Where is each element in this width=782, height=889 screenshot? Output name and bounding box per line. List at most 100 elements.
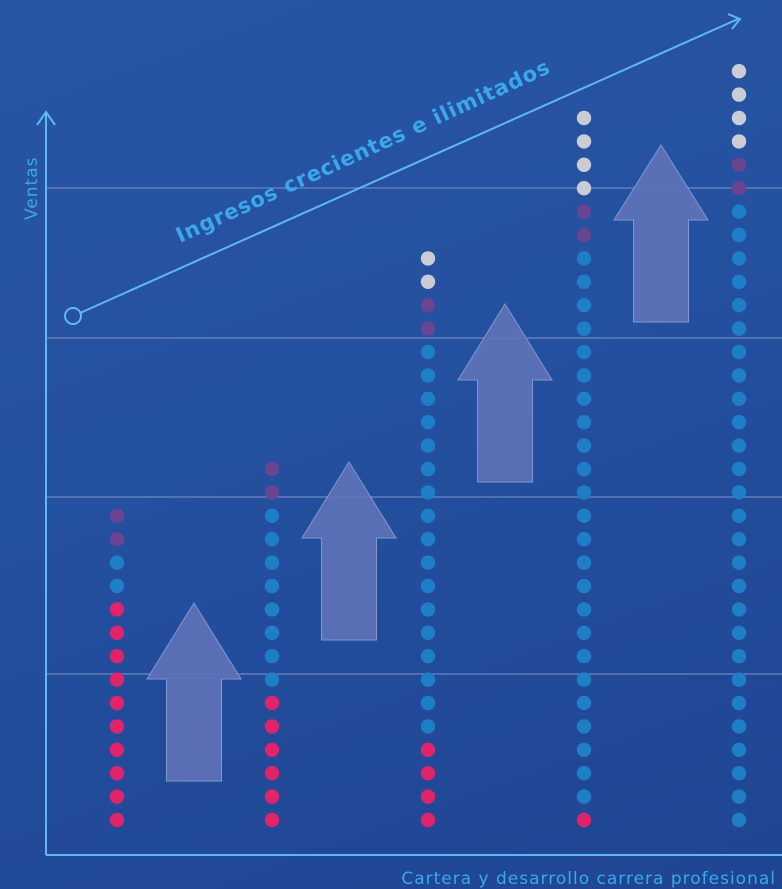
dot-pink <box>420 789 436 804</box>
dot-blue <box>731 555 747 570</box>
dot-blue <box>420 719 436 734</box>
dot-blue <box>576 555 592 570</box>
trend-line <box>79 18 739 314</box>
dot-blue <box>420 532 436 547</box>
dot-pink <box>109 766 125 781</box>
dot-blue <box>576 649 592 664</box>
dot-pink <box>109 649 125 664</box>
dot-blue <box>576 766 592 781</box>
dot-blue <box>420 344 436 360</box>
dot-blue <box>731 719 747 734</box>
dot-blue <box>420 555 436 570</box>
dot-purple <box>576 204 592 219</box>
dot-blue <box>731 251 747 266</box>
growth-arrow-icon-2 <box>301 461 397 641</box>
dot-column-1 <box>109 508 125 828</box>
dot-purple <box>576 227 592 243</box>
dot-blue <box>576 625 592 640</box>
dot-blue <box>576 298 592 313</box>
trend-arrowhead-icon <box>727 13 742 30</box>
dot-blue <box>420 461 436 477</box>
dot-white <box>576 110 592 126</box>
dot-blue <box>731 274 747 289</box>
dot-blue <box>731 321 747 336</box>
dot-blue <box>731 368 747 383</box>
dot-blue <box>420 578 436 594</box>
dot-white <box>420 274 436 289</box>
dot-pink <box>264 812 280 828</box>
dot-blue <box>731 789 747 804</box>
dot-pink <box>264 742 280 757</box>
dot-purple <box>420 298 436 313</box>
dot-pink <box>109 812 125 828</box>
dot-blue <box>731 532 747 547</box>
dot-pink <box>109 602 125 617</box>
dot-blue <box>576 274 592 289</box>
dot-pink <box>576 812 592 828</box>
dot-white <box>731 134 747 149</box>
dot-pink <box>264 789 280 804</box>
dot-blue <box>264 649 280 664</box>
dot-blue <box>576 532 592 547</box>
dot-purple <box>264 485 280 500</box>
dot-purple <box>264 461 280 477</box>
dot-blue <box>264 532 280 547</box>
dot-blue <box>420 602 436 617</box>
dot-white <box>576 157 592 172</box>
dot-blue <box>576 321 592 336</box>
dot-blue <box>420 649 436 664</box>
dot-pink <box>109 625 125 640</box>
dot-columns <box>109 63 747 828</box>
dot-blue <box>109 555 125 570</box>
dot-blue <box>576 415 592 430</box>
dot-white <box>731 87 747 102</box>
dot-column-5 <box>731 63 747 828</box>
growth-arrow-icon-1 <box>146 602 242 782</box>
dot-blue <box>731 649 747 664</box>
dot-pink <box>264 695 280 711</box>
dot-blue <box>420 485 436 500</box>
dot-white <box>576 134 592 149</box>
dot-purple <box>109 532 125 547</box>
dot-white <box>731 110 747 126</box>
growth-arrow-icon-3 <box>457 303 553 483</box>
dot-blue <box>264 578 280 594</box>
dot-blue <box>109 578 125 594</box>
dot-blue <box>731 485 747 500</box>
dot-purple <box>731 157 747 172</box>
dot-blue <box>731 742 747 757</box>
dot-blue <box>731 766 747 781</box>
dot-blue <box>731 438 747 453</box>
dot-blue <box>576 368 592 383</box>
dot-blue <box>731 578 747 594</box>
dot-blue <box>576 602 592 617</box>
dot-blue <box>731 298 747 313</box>
dot-column-3 <box>420 251 436 828</box>
dot-white <box>731 63 747 79</box>
dot-column-2 <box>264 461 280 828</box>
dot-blue <box>731 508 747 523</box>
dot-blue <box>576 508 592 523</box>
dot-blue <box>731 625 747 640</box>
dot-pink <box>264 719 280 734</box>
dot-blue <box>420 625 436 640</box>
dot-white <box>420 251 436 266</box>
dot-blue <box>731 415 747 430</box>
dot-blue <box>264 602 280 617</box>
dot-pink <box>109 789 125 804</box>
y-axis-arrowhead-icon <box>36 110 56 126</box>
dot-blue <box>576 672 592 687</box>
dot-blue <box>420 391 436 406</box>
dot-blue <box>576 461 592 477</box>
dot-blue <box>420 672 436 687</box>
dot-blue <box>731 344 747 360</box>
dot-blue <box>420 508 436 523</box>
growth-arrows <box>146 144 709 782</box>
dot-column-4 <box>576 110 592 828</box>
dot-blue <box>576 719 592 734</box>
dot-pink <box>264 766 280 781</box>
dot-blue <box>420 368 436 383</box>
dot-blue <box>576 789 592 804</box>
